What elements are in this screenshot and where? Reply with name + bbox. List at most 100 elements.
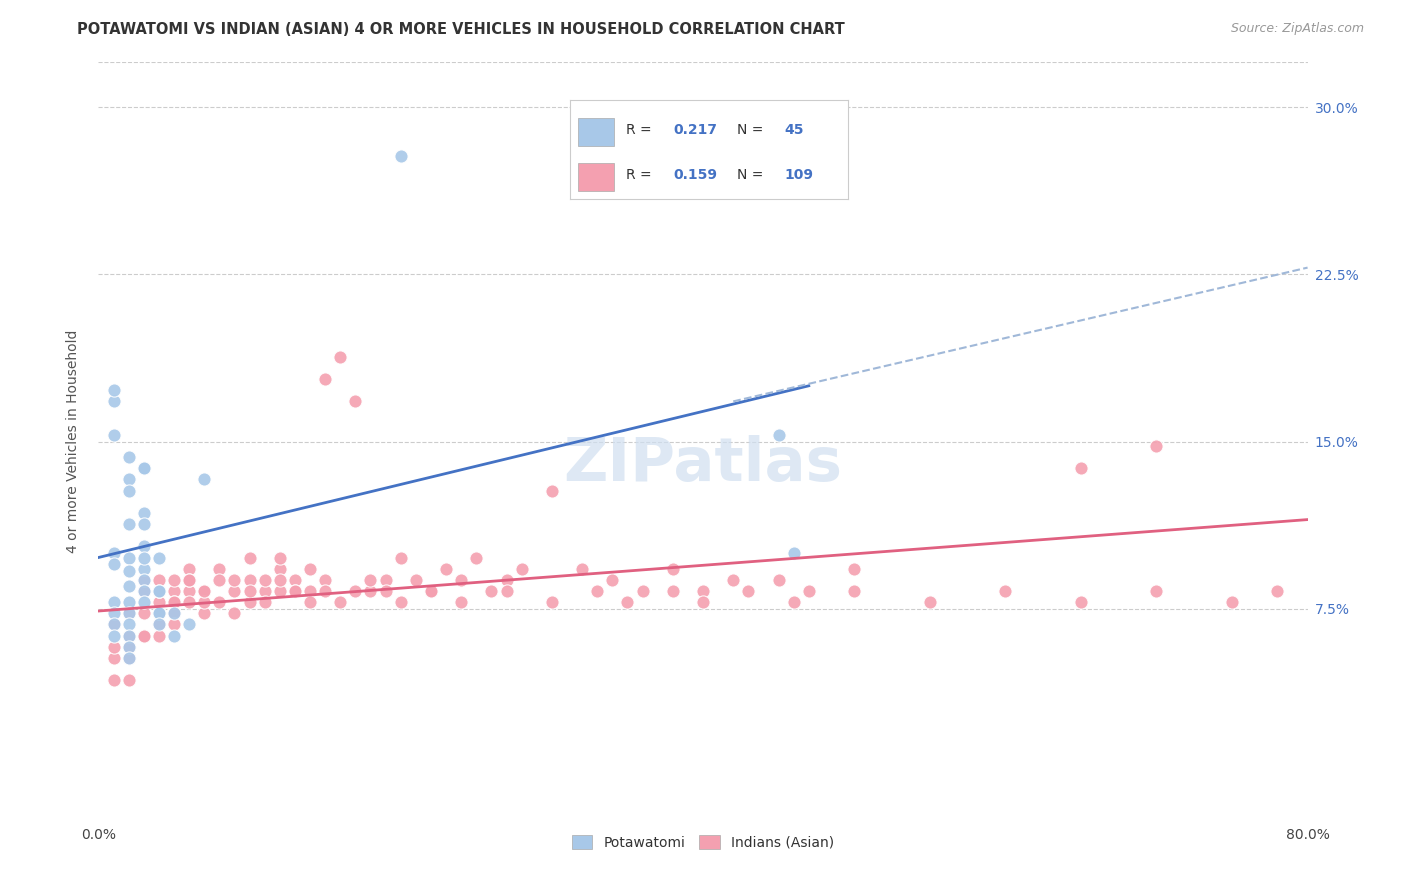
Point [103,628,125,642]
Point [661,584,683,599]
Point [1220,595,1243,609]
Point [118,617,141,632]
Point [148,584,170,599]
Point [510,562,533,576]
Point [495,573,517,587]
Point [118,473,141,487]
Point [768,573,790,587]
Point [723,573,745,587]
Point [239,573,262,587]
Point [1070,461,1092,475]
Point [299,595,322,609]
Point [571,562,593,576]
Point [768,428,790,442]
Point [163,607,186,621]
Point [179,562,201,576]
Point [299,562,322,576]
Point [360,573,382,587]
Point [284,584,307,599]
Point [737,584,759,599]
Point [193,595,215,609]
Point [118,517,141,532]
Point [103,384,125,398]
Point [329,595,352,609]
Point [253,584,276,599]
Point [132,573,155,587]
Point [269,562,291,576]
Point [994,584,1017,599]
Point [103,617,125,632]
Point [450,595,472,609]
Point [1144,439,1167,453]
Point [132,506,155,520]
Point [540,483,562,498]
Point [118,628,141,642]
Point [103,651,125,665]
Point [329,350,352,364]
Point [148,607,170,621]
Point [132,628,155,642]
Point [239,550,262,565]
Point [389,149,412,163]
Point [118,673,141,688]
Point [783,546,806,560]
Point [783,595,806,609]
Text: POTAWATOMI VS INDIAN (ASIAN) 4 OR MORE VEHICLES IN HOUSEHOLD CORRELATION CHART: POTAWATOMI VS INDIAN (ASIAN) 4 OR MORE V… [77,22,845,37]
Point [193,473,215,487]
Point [193,584,215,599]
Point [1144,584,1167,599]
Point [360,584,382,599]
Point [132,584,155,599]
Point [148,617,170,632]
Point [269,573,291,587]
Point [602,573,624,587]
Point [118,595,141,609]
Point [148,550,170,565]
Point [434,562,457,576]
Point [148,607,170,621]
Point [132,607,155,621]
Point [1267,584,1289,599]
Point [844,584,866,599]
Point [208,573,231,587]
Point [118,628,141,642]
Point [132,573,155,587]
Point [118,640,141,654]
Point [132,550,155,565]
Point [314,584,336,599]
Point [239,584,262,599]
Point [148,617,170,632]
Point [103,595,125,609]
Point [103,428,125,442]
Point [374,573,396,587]
Point [389,595,412,609]
Point [344,584,367,599]
Point [163,595,186,609]
Point [118,607,141,621]
Point [179,573,201,587]
Point [284,584,307,599]
Point [103,557,125,572]
Point [224,573,246,587]
Point [495,584,517,599]
Point [148,607,170,621]
Point [179,573,201,587]
Point [103,546,125,560]
Legend: Potawatomi, Indians (Asian): Potawatomi, Indians (Asian) [567,830,839,855]
Point [118,607,141,621]
Point [103,607,125,621]
Point [163,617,186,632]
Point [616,595,638,609]
Point [661,562,683,576]
Point [344,394,367,409]
Point [132,584,155,599]
Point [420,584,443,599]
Point [284,573,307,587]
Point [163,584,186,599]
Point [465,550,488,565]
Point [450,573,472,587]
Point [163,573,186,587]
Text: Source: ZipAtlas.com: Source: ZipAtlas.com [1230,22,1364,36]
Point [118,564,141,578]
Point [179,617,201,632]
